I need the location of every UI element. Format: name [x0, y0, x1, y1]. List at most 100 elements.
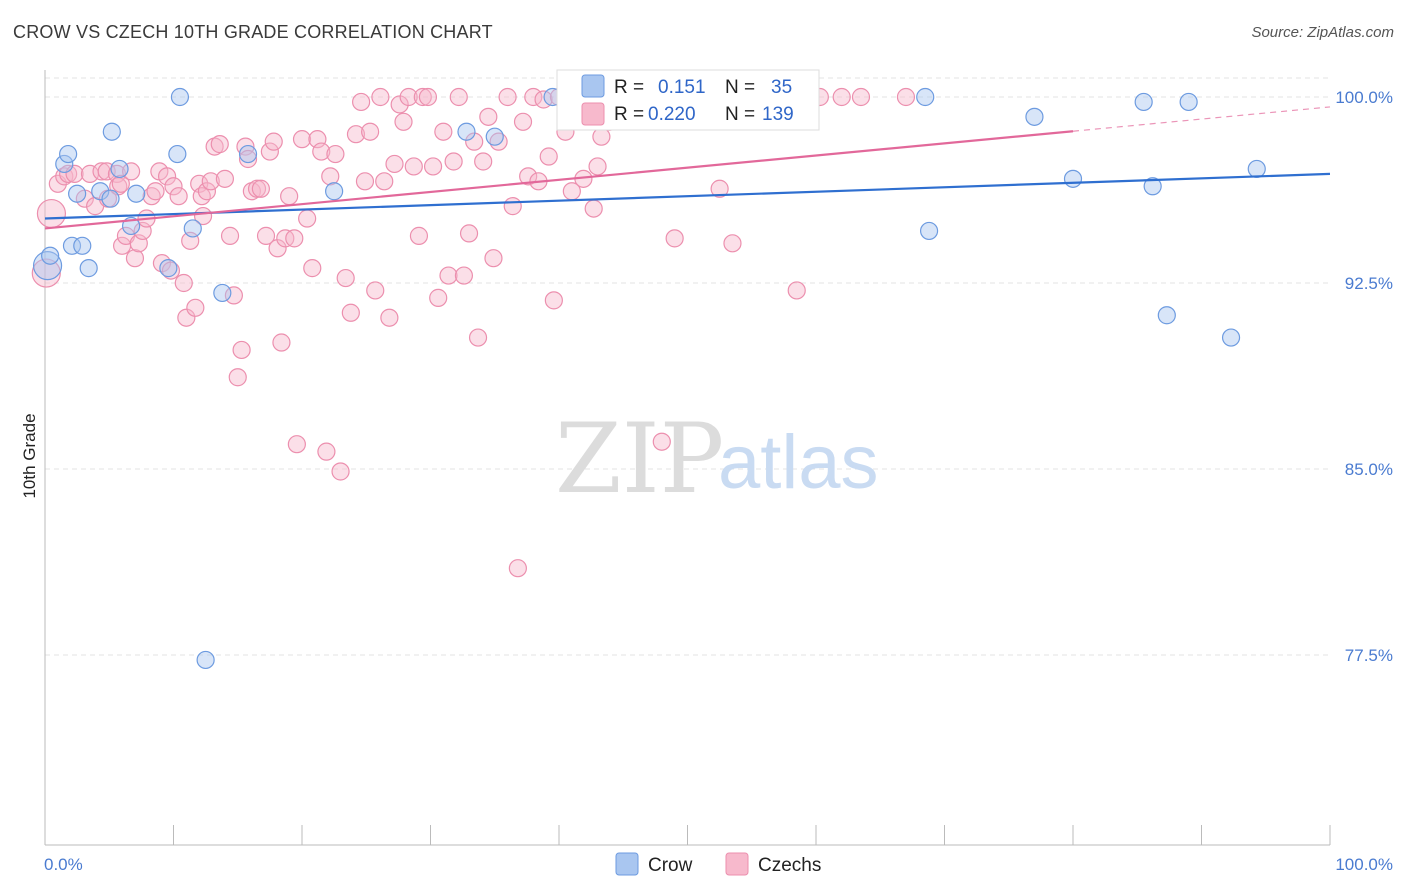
- czech-point: [418, 87, 438, 107]
- czech-point: [336, 268, 355, 288]
- czech-point: [394, 112, 413, 131]
- czech-point: [272, 333, 291, 352]
- czech-point: [896, 87, 916, 107]
- czech-point: [161, 261, 181, 280]
- czech-point: [164, 177, 183, 196]
- czech-point: [474, 152, 493, 171]
- czech-point: [375, 172, 394, 191]
- gridlines: [45, 77, 1330, 656]
- czech-point: [285, 229, 304, 248]
- crow-point: [170, 87, 190, 107]
- crow-points: [32, 87, 1266, 670]
- crow-point: [68, 184, 87, 203]
- czech-point: [723, 234, 742, 253]
- bottom-legend-czechs: Czechs: [758, 855, 821, 876]
- legend-swatch-czech: [581, 102, 605, 126]
- crow-point: [59, 144, 78, 164]
- czech-point: [652, 432, 671, 451]
- bottom-legend: Crow Czechs: [615, 852, 821, 876]
- czech-point: [454, 266, 474, 285]
- czech-point: [346, 125, 366, 144]
- czech-point: [238, 149, 258, 169]
- chart-title: CROW VS CZECH 10TH GRADE CORRELATION CHA…: [13, 22, 493, 42]
- czech-point: [449, 87, 468, 107]
- legend-czech-n-label: N =: [725, 104, 755, 125]
- czech-point: [215, 169, 234, 188]
- czech-point: [366, 281, 385, 300]
- czech-point: [498, 87, 517, 107]
- czech-point: [298, 209, 317, 228]
- czech-point: [268, 239, 287, 258]
- crow-point: [73, 236, 92, 255]
- czech-point: [361, 122, 380, 141]
- y-tick-label: 92.5%: [1345, 274, 1393, 293]
- trend-lines: [44, 106, 1331, 230]
- czech-point: [292, 130, 312, 149]
- czech-point: [665, 229, 684, 248]
- y-tick-label: 85.0%: [1345, 460, 1393, 479]
- crow-point: [168, 144, 187, 164]
- czech-point: [413, 87, 432, 107]
- czech-point: [404, 157, 423, 176]
- czech-point: [468, 328, 488, 347]
- watermark: ZIP atlas: [555, 403, 879, 515]
- crow-point: [41, 246, 60, 265]
- czech-point: [312, 142, 331, 161]
- crow-point: [919, 221, 939, 241]
- legend-crow-r-value: 0.151: [658, 77, 706, 98]
- czech-point: [371, 87, 390, 107]
- czech-point: [224, 286, 243, 305]
- crow-trend-line: [44, 172, 1331, 220]
- czech-trend-extension: [1072, 106, 1331, 132]
- czech-point: [484, 249, 503, 268]
- czech-point: [256, 226, 276, 245]
- czech-point: [341, 303, 360, 322]
- czech-point: [508, 559, 527, 578]
- legend-czech-n-value: 139: [762, 104, 794, 125]
- czech-point: [331, 462, 350, 481]
- legend-crow-n-value: 35: [771, 77, 792, 98]
- y-tick-label: 77.5%: [1345, 646, 1393, 665]
- bottom-legend-swatch-czech: [725, 852, 749, 876]
- czech-point: [851, 87, 871, 107]
- czech-point: [355, 172, 375, 191]
- czech-trend-line: [44, 130, 1074, 230]
- crow-point: [1134, 92, 1153, 112]
- czech-point: [380, 308, 399, 327]
- crow-point: [213, 283, 232, 303]
- source-label: Source: ZipAtlas.com: [1251, 24, 1394, 41]
- czech-point: [247, 179, 267, 198]
- czech-point: [832, 87, 851, 107]
- legend: R = 0.151 N = 35 R = 0.220 N = 139: [556, 69, 820, 131]
- czech-point: [260, 142, 279, 161]
- czech-point: [479, 107, 498, 126]
- czech-point: [121, 162, 141, 181]
- czech-point: [321, 167, 340, 186]
- crow-point: [1063, 169, 1083, 188]
- czech-point: [539, 147, 558, 166]
- czech-point: [146, 182, 165, 201]
- crow-point: [55, 154, 74, 174]
- crow-point: [101, 189, 120, 208]
- czech-point: [317, 442, 336, 461]
- czech-point: [787, 281, 806, 300]
- czech-point: [169, 187, 188, 206]
- czech-point: [434, 122, 453, 141]
- crow-point: [183, 219, 202, 238]
- czech-point: [429, 288, 448, 307]
- czech-point: [465, 132, 484, 151]
- crow-point: [1247, 159, 1266, 179]
- czech-point: [287, 435, 306, 454]
- czech-point: [519, 167, 538, 186]
- crow-point: [1221, 328, 1241, 347]
- bottom-legend-crow: Crow: [648, 855, 693, 876]
- y-axis-label: 10th Grade: [20, 413, 39, 498]
- crow-point: [457, 122, 476, 141]
- czech-point: [423, 157, 443, 176]
- czech-point: [710, 179, 729, 198]
- czech-point: [280, 187, 299, 206]
- crow-point: [32, 251, 63, 281]
- czech-point: [92, 162, 111, 181]
- czech-point: [326, 144, 345, 164]
